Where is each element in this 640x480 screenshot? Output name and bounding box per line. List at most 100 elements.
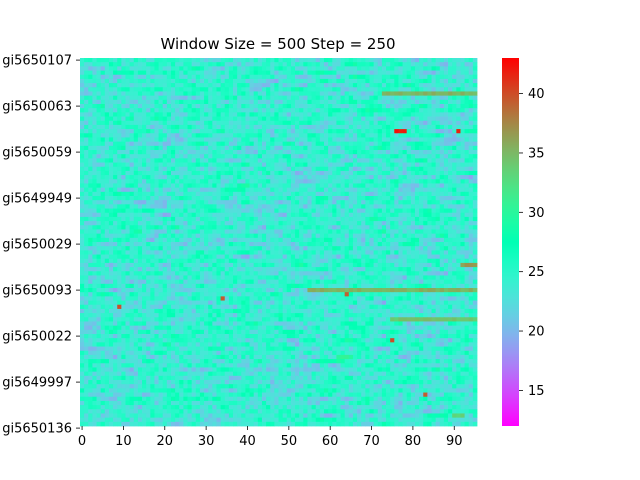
heatmap-cell — [299, 78, 304, 84]
heatmap-cell — [253, 66, 259, 71]
heatmap-cell — [121, 158, 126, 163]
heatmap-cell — [468, 158, 474, 163]
heatmap-cell — [340, 271, 346, 276]
heatmap-cell — [423, 208, 428, 214]
heatmap-cell — [183, 133, 188, 138]
heatmap-cell — [228, 237, 234, 243]
heatmap-cell — [88, 99, 93, 105]
heatmap-cell — [175, 141, 180, 147]
heatmap-cell — [295, 124, 300, 130]
heatmap-cell — [104, 58, 110, 63]
heatmap-cell — [154, 124, 159, 130]
heatmap-cell — [84, 196, 89, 201]
heatmap-cell — [361, 116, 366, 122]
heatmap-cell — [295, 91, 300, 97]
heatmap-cell — [84, 250, 89, 255]
heatmap-cell — [373, 150, 379, 155]
heatmap-cell — [270, 120, 275, 126]
heatmap-cell — [212, 267, 217, 272]
heatmap-cell — [381, 158, 387, 163]
heatmap-cell — [142, 137, 147, 143]
heatmap-cell — [245, 262, 250, 268]
heatmap-cell — [448, 179, 453, 184]
heatmap-cell — [332, 271, 337, 276]
heatmap-cell — [448, 233, 453, 239]
heatmap-cell — [369, 246, 375, 251]
heatmap-cell — [419, 129, 424, 134]
heatmap-cell — [357, 116, 362, 122]
heatmap-cell — [142, 208, 147, 214]
heatmap-cell — [241, 225, 246, 230]
heatmap-cell — [88, 187, 93, 193]
heatmap-cell — [224, 120, 230, 126]
heatmap-cell — [220, 262, 226, 268]
heatmap-cell — [146, 250, 151, 255]
heatmap-cell — [237, 237, 242, 243]
heatmap-cell — [245, 137, 250, 143]
heatmap-cell — [100, 154, 106, 159]
heatmap-cell — [121, 116, 126, 122]
heatmap-cell — [108, 95, 114, 101]
heatmap-cell — [121, 74, 126, 80]
heatmap-cell — [121, 78, 126, 84]
heatmap-cell — [104, 208, 110, 214]
heatmap-cell — [468, 221, 474, 226]
heatmap-cell — [373, 191, 379, 197]
heatmap-cell — [448, 104, 453, 109]
heatmap-cell — [121, 95, 126, 101]
heatmap-cell — [348, 129, 354, 134]
heatmap-cell — [233, 254, 238, 260]
heatmap-cell — [336, 162, 341, 168]
heatmap-cell — [452, 208, 457, 214]
heatmap-cell — [100, 95, 106, 101]
heatmap-cell — [431, 83, 437, 88]
heatmap-cell — [92, 200, 97, 205]
heatmap-cell — [402, 212, 408, 218]
heatmap-cell — [175, 66, 180, 71]
heatmap-cell — [80, 271, 85, 276]
heatmap-cell — [133, 145, 139, 151]
heatmap-cell — [88, 112, 93, 117]
heatmap-cell — [282, 221, 288, 226]
heatmap-cell — [439, 70, 445, 76]
heatmap-cell — [253, 267, 259, 272]
heatmap-cell — [274, 87, 279, 92]
heatmap-cell — [187, 183, 193, 189]
heatmap-cell — [295, 162, 300, 168]
heatmap-cell — [150, 179, 155, 184]
heatmap-cell — [212, 66, 217, 71]
heatmap-cell — [84, 216, 89, 222]
heatmap-cell — [468, 208, 474, 214]
heatmap-cell — [369, 133, 375, 138]
heatmap-cell — [361, 58, 366, 63]
heatmap-cell — [133, 83, 139, 88]
heatmap-cell — [307, 237, 312, 243]
heatmap-cell — [323, 187, 329, 193]
heatmap-cell — [406, 116, 412, 122]
heatmap-cell — [452, 237, 457, 243]
heatmap-cell — [452, 258, 457, 264]
heatmap-cell — [402, 267, 408, 272]
heatmap-cell — [398, 108, 403, 113]
heatmap-cell — [352, 124, 358, 130]
heatmap-cell — [386, 204, 391, 209]
heatmap-cell — [460, 133, 465, 138]
heatmap-cell — [96, 70, 102, 76]
heatmap-cell — [129, 179, 135, 184]
heatmap-cell — [158, 129, 164, 134]
heatmap-cell — [228, 175, 234, 180]
heatmap-cell — [266, 200, 271, 205]
heatmap-cell — [117, 108, 122, 113]
heatmap-cell — [352, 191, 358, 197]
heatmap-cell — [125, 166, 131, 172]
heatmap-cell — [307, 104, 312, 109]
heatmap-cell — [464, 124, 470, 130]
heatmap-cell — [162, 242, 168, 247]
heatmap-cell — [253, 204, 259, 209]
heatmap-cell — [133, 237, 139, 243]
heatmap-cell — [261, 162, 267, 168]
heatmap-cell — [175, 87, 180, 92]
heatmap-cell — [88, 204, 93, 209]
heatmap-cell — [344, 250, 350, 255]
heatmap-cell — [162, 187, 168, 193]
